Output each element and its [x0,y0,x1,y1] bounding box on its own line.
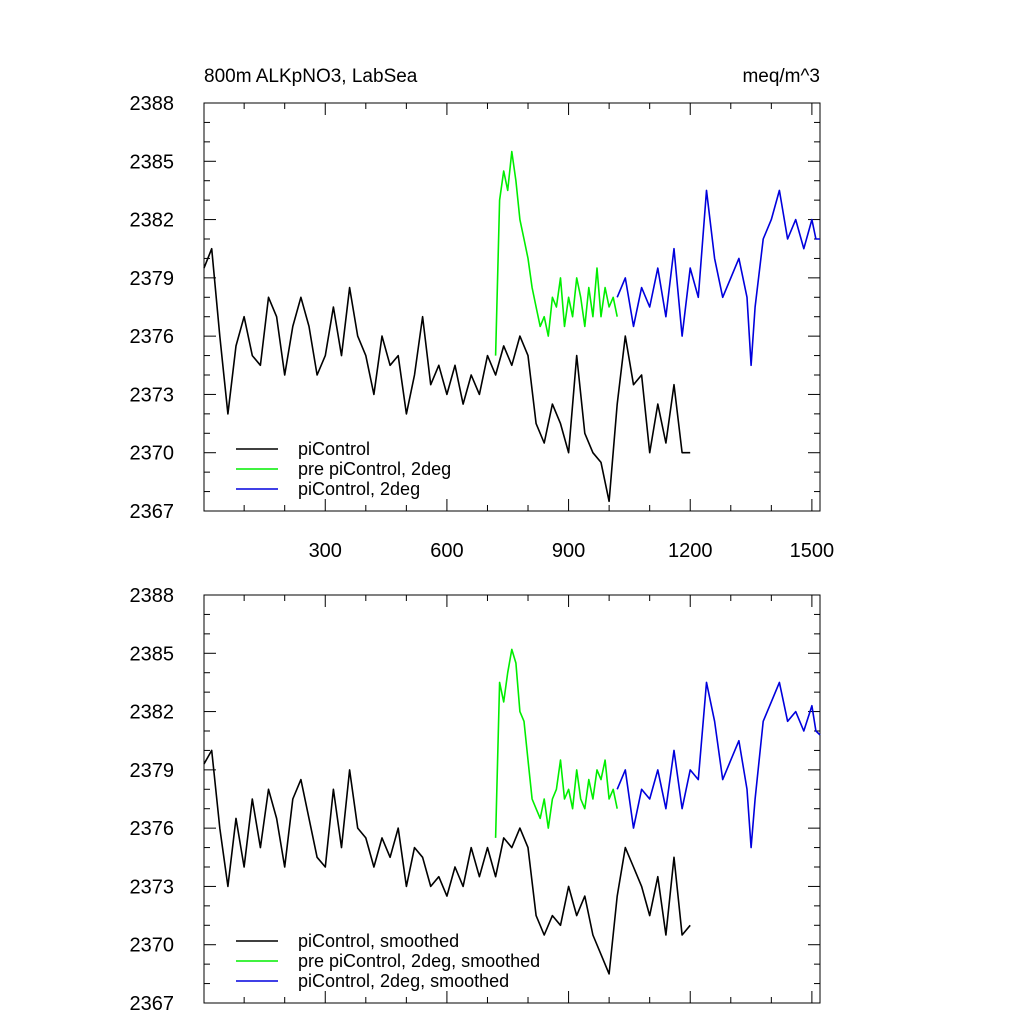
x-tick-label: 900 [552,540,585,562]
series-line [494,150,618,356]
plot-frame [203,102,821,512]
y-tick-label: 2379 [130,760,175,782]
y-tick-label: 2382 [130,702,175,724]
plot-frame [203,594,821,1004]
legend-label: piControl, 2deg [298,479,420,499]
legend-label: pre piControl, 2deg [298,459,451,479]
x-tick-label: 300 [309,540,342,562]
x-tick-label: 1200 [668,540,713,562]
bottom-panel: 2367 2370 2373 2376 2379 2382 2385 2388 piContro… [130,585,821,1015]
chart-units: meq/m^3 [742,66,820,87]
chart-title: 800m ALKpNO3, LabSea [204,66,418,87]
y-tick-label: 2373 [130,876,175,898]
y-tick-label: 2376 [130,326,175,348]
legend-label: piControl, smoothed [298,931,459,951]
y-tick-label: 2379 [130,268,175,290]
y-tick-label: 2370 [130,443,175,465]
y-tick-label: 2376 [130,818,175,840]
series-line [616,681,821,849]
series-line [616,189,820,367]
y-tick-label: 2367 [130,993,175,1015]
y-tick-label: 2382 [130,210,175,232]
series-line [494,648,618,838]
y-tick-label: 2385 [130,151,175,173]
legend-label: piControl, 2deg, smoothed [298,971,509,991]
y-tick-label: 2370 [130,935,175,957]
x-tick-label: 1500 [790,540,835,562]
legend-label: piControl [298,439,370,459]
y-tick-label: 2388 [130,585,175,607]
y-tick-label: 2373 [130,384,175,406]
series-line [203,749,691,975]
top-panel: 2367 2370 2373 2376 2379 2382 2385 2388 300 600 90… [130,93,835,562]
y-tick-label: 2367 [130,501,175,523]
y-tick-label: 2385 [130,643,175,665]
y-tick-label: 2388 [130,93,175,115]
legend-label: pre piControl, 2deg, smoothed [298,951,540,971]
x-tick-label: 600 [430,540,463,562]
series-line [203,247,691,503]
